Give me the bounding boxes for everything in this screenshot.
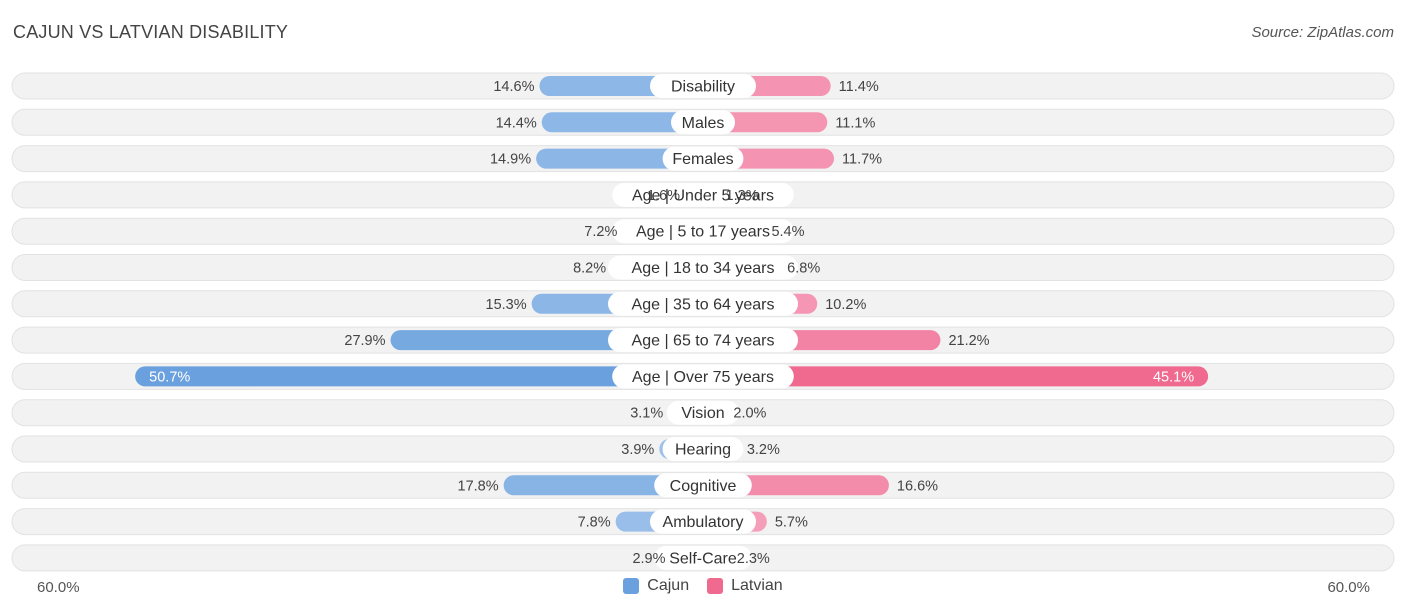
value-label-latvian-females: 11.7% <box>842 152 882 168</box>
axis-right-label: 60.0% <box>1327 579 1370 596</box>
value-label-latvian-vision: 2.0% <box>733 406 766 422</box>
value-label-latvian-hearing: 3.2% <box>747 442 780 458</box>
value-label-cajun-age-5-to-17-years: 7.2% <box>584 224 617 240</box>
category-pill-females <box>662 146 744 171</box>
category-label-males: Males <box>682 115 725 132</box>
value-label-cajun-vision: 3.1% <box>630 406 663 422</box>
category-pill-males <box>671 110 735 135</box>
bar-latvian-males <box>703 112 828 133</box>
category-pill-hearing <box>662 437 744 461</box>
value-label-cajun-age-18-to-34-years: 8.2% <box>573 261 606 277</box>
legend-label-cajun: Cajun <box>647 577 690 594</box>
value-label-cajun-age-over-75-years: 50.7% <box>149 369 190 385</box>
value-label-cajun-self-care: 2.9% <box>632 551 665 567</box>
value-label-cajun-males: 14.4% <box>496 115 537 131</box>
value-label-cajun-age-65-to-74-years: 27.9% <box>344 333 385 349</box>
value-label-cajun-disability: 14.6% <box>493 79 534 95</box>
category-label-age-under-5-years: Age | Under 5 years <box>632 187 774 204</box>
value-label-cajun-age-35-to-64-years: 15.3% <box>486 297 527 313</box>
category-label-age-65-to-74-years: Age | 65 to 74 years <box>632 333 775 350</box>
category-pill-ambulatory <box>650 509 756 534</box>
category-label-age-5-to-17-years: Age | 5 to 17 years <box>636 224 770 241</box>
category-label-age-35-to-64-years: Age | 35 to 64 years <box>632 296 775 313</box>
category-pill-disability <box>650 74 756 98</box>
value-label-cajun-cognitive: 17.8% <box>458 478 499 494</box>
chart-source: Source: ZipAtlas.com <box>1251 24 1394 41</box>
category-pill-age-35-to-64-years <box>608 291 798 316</box>
category-pill-cognitive <box>654 473 752 498</box>
bar-cajun-females <box>536 148 703 169</box>
category-label-females: Females <box>672 151 733 168</box>
bar-cajun-males <box>541 112 703 133</box>
category-label-age-18-to-34-years: Age | 18 to 34 years <box>632 260 775 277</box>
category-pill-age-under-5-years <box>612 182 794 207</box>
chart-title: CAJUN VS LATVIAN DISABILITY <box>13 22 289 42</box>
category-pill-self-care <box>654 545 752 570</box>
value-label-latvian-cognitive: 16.6% <box>897 478 938 494</box>
value-label-latvian-ambulatory: 5.7% <box>775 515 808 531</box>
value-label-latvian-disability: 11.4% <box>839 79 879 95</box>
value-label-latvian-age-5-to-17-years: 5.4% <box>771 224 804 240</box>
category-label-vision: Vision <box>681 405 724 422</box>
category-pill-age-over-75-years <box>612 364 794 389</box>
category-pill-age-5-to-17-years <box>612 219 794 244</box>
bar-cajun-cognitive <box>503 475 703 496</box>
axis-left-label: 60.0% <box>37 579 80 596</box>
value-label-cajun-age-under-5-years: 1.6% <box>647 188 680 204</box>
category-pill-vision <box>666 400 740 425</box>
category-label-cognitive: Cognitive <box>670 478 737 495</box>
bar-latvian-age-over-75-years <box>703 366 1209 387</box>
category-label-hearing: Hearing <box>675 442 731 459</box>
value-label-cajun-hearing: 3.9% <box>621 442 654 458</box>
category-label-ambulatory: Ambulatory <box>663 514 744 531</box>
legend-item-cajun: Cajun <box>623 577 689 595</box>
category-label-age-over-75-years: Age | Over 75 years <box>632 369 774 386</box>
legend-swatch-latvian <box>707 578 724 594</box>
legend-item-latvian: Latvian <box>707 577 783 595</box>
value-label-latvian-males: 11.1% <box>835 115 875 131</box>
value-label-cajun-females: 14.9% <box>490 152 531 168</box>
category-label-self-care: Self-Care <box>669 550 737 567</box>
bar-cajun-age-over-75-years <box>135 366 703 387</box>
value-label-latvian-age-over-75-years: 45.1% <box>1153 369 1194 385</box>
value-label-latvian-self-care: 2.3% <box>737 551 770 567</box>
value-label-cajun-ambulatory: 7.8% <box>578 515 611 531</box>
value-label-latvian-age-65-to-74-years: 21.2% <box>948 333 989 349</box>
value-label-latvian-age-under-5-years: 1.3% <box>726 188 759 204</box>
category-pill-age-18-to-34-years <box>608 255 798 280</box>
legend-swatch-cajun <box>623 578 640 594</box>
legend-label-latvian: Latvian <box>731 577 783 594</box>
legend: Cajun Latvian <box>0 577 1406 595</box>
value-label-latvian-age-18-to-34-years: 6.8% <box>787 261 820 277</box>
category-label-disability: Disability <box>671 79 735 96</box>
value-label-latvian-age-35-to-64-years: 10.2% <box>825 297 866 313</box>
category-pill-age-65-to-74-years <box>608 328 798 353</box>
